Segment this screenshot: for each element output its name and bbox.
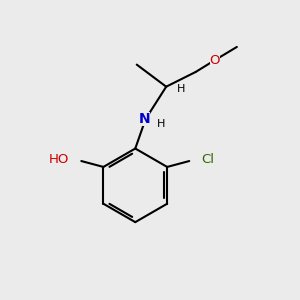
Text: O: O bbox=[209, 54, 220, 67]
Text: N: N bbox=[138, 112, 150, 126]
Text: Cl: Cl bbox=[202, 153, 214, 166]
Text: HO: HO bbox=[49, 153, 69, 166]
Text: H: H bbox=[176, 84, 185, 94]
Text: H: H bbox=[157, 119, 165, 129]
